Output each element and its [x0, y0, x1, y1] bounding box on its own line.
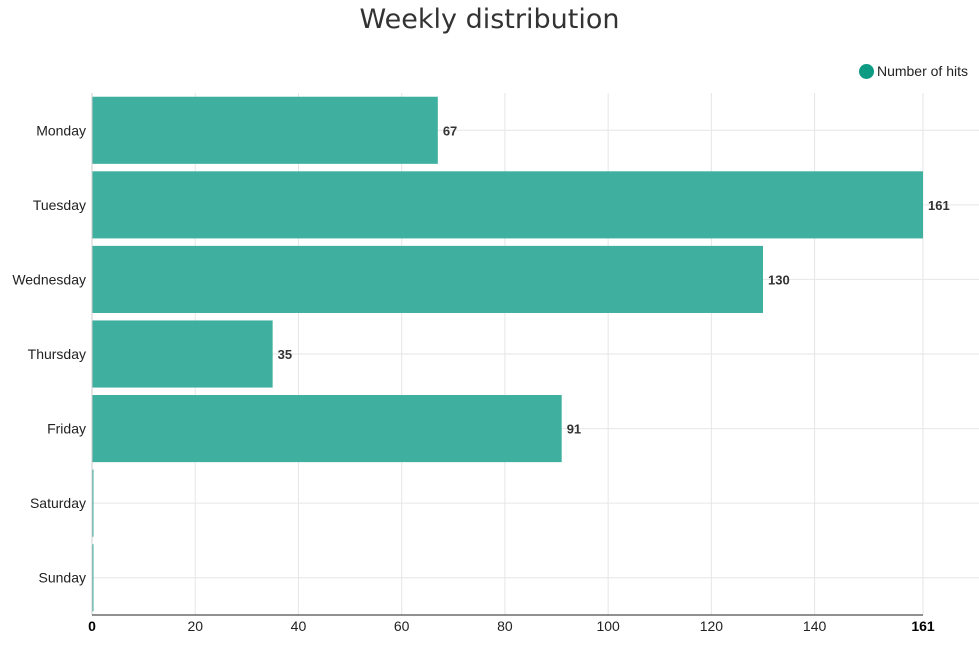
bar-tuesday[interactable] — [92, 171, 923, 239]
bar-thursday[interactable] — [92, 320, 273, 388]
category-label-friday: Friday — [47, 421, 86, 437]
category-label-monday: Monday — [36, 122, 86, 138]
bar-monday[interactable] — [92, 96, 438, 164]
legend-swatch-icon — [858, 63, 874, 79]
category-label-sunday: Sunday — [39, 570, 86, 586]
x-tick-label: 80 — [497, 618, 513, 634]
value-label-friday: 91 — [567, 422, 581, 437]
bar-sunday[interactable] — [92, 544, 94, 612]
category-label-tuesday: Tuesday — [33, 197, 86, 213]
value-label-monday: 67 — [443, 123, 457, 138]
category-label-thursday: Thursday — [28, 346, 86, 362]
x-axis — [91, 93, 923, 616]
x-tick-label: 60 — [394, 618, 410, 634]
x-tick-label: 20 — [187, 618, 203, 634]
value-label-tuesday: 161 — [928, 198, 950, 213]
category-labels: Monday Tuesday Wednesday Thursday Friday Satu… — [12, 122, 86, 585]
bar-friday[interactable] — [92, 395, 562, 463]
bar-saturday[interactable] — [92, 469, 94, 537]
bar-wednesday[interactable] — [92, 245, 763, 313]
x-tick-label: 161 — [911, 618, 935, 634]
category-label-saturday: Saturday — [30, 495, 86, 511]
x-tick-label: 100 — [596, 618, 620, 634]
chart-title: Weekly distribution — [359, 4, 620, 35]
legend[interactable]: Number of hits — [858, 63, 968, 79]
x-tick-label: 0 — [88, 618, 96, 634]
x-tick-labels: 0 20 40 60 80 100 120 140 161 — [88, 618, 935, 634]
legend-label: Number of hits — [876, 63, 968, 79]
bars — [92, 96, 923, 612]
category-label-wednesday: Wednesday — [12, 271, 86, 287]
x-tick-label: 40 — [291, 618, 307, 634]
value-labels: 67 161 130 35 91 — [278, 123, 950, 436]
x-tick-label: 140 — [803, 618, 827, 634]
x-tick-label: 120 — [700, 618, 724, 634]
value-label-wednesday: 130 — [768, 272, 790, 287]
value-label-thursday: 35 — [278, 347, 292, 362]
